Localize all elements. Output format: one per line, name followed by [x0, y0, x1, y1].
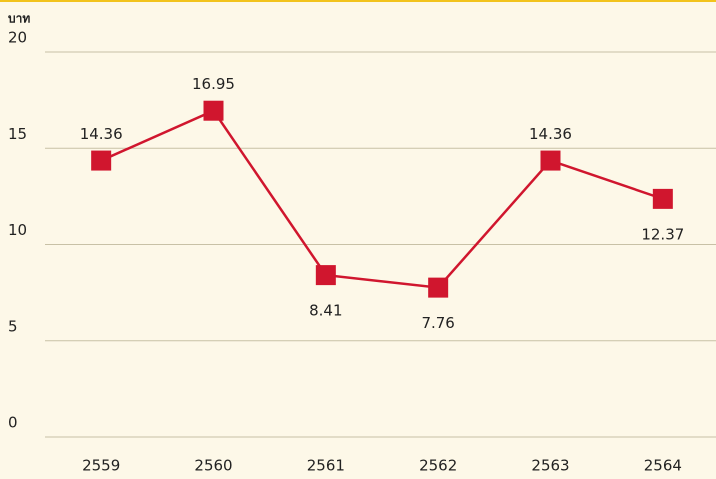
data-label: 12.37	[641, 225, 684, 243]
x-tick-label: 2561	[307, 457, 345, 475]
x-tick-label: 2563	[531, 457, 569, 475]
x-tick-label: 2564	[644, 457, 682, 475]
y-tick-label: 15	[8, 125, 27, 143]
x-tick-label: 2559	[82, 457, 120, 475]
data-label: 14.36	[80, 125, 123, 143]
marker	[91, 150, 112, 171]
y-tick-label: 5	[8, 317, 18, 335]
marker	[315, 265, 336, 286]
marker	[428, 277, 449, 298]
data-label: 8.41	[309, 302, 342, 320]
x-tick-label: 2560	[194, 457, 232, 475]
marker	[203, 100, 224, 121]
y-axis-label: บาท	[8, 12, 30, 26]
series-line	[100, 109, 664, 289]
data-label: 16.95	[192, 75, 235, 93]
marker	[540, 150, 561, 171]
x-tick-label: 2562	[419, 457, 457, 475]
data-label: 14.36	[529, 125, 572, 143]
y-tick-label: 0	[8, 414, 18, 432]
y-tick-label: 10	[8, 221, 27, 239]
top-border	[0, 0, 716, 2]
data-label: 7.76	[421, 314, 454, 332]
marker	[652, 188, 673, 209]
y-tick-label: 20	[8, 29, 27, 47]
